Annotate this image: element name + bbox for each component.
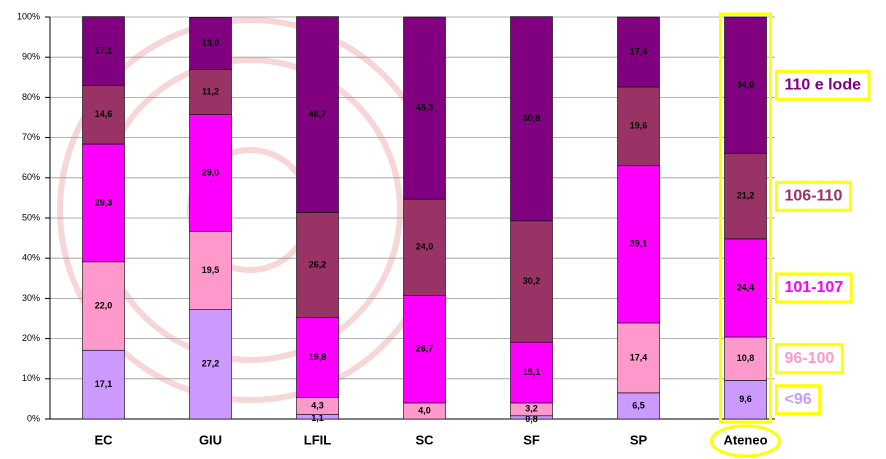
bar-segment — [510, 220, 553, 343]
bar-segment — [189, 230, 232, 310]
data-label: 19,6 — [630, 121, 648, 131]
data-label: 19,8 — [309, 352, 327, 362]
y-tick-label: 50% — [22, 212, 40, 222]
data-label: 29,0 — [202, 167, 220, 177]
bar-segment — [296, 317, 339, 398]
data-label: 3,2 — [525, 404, 538, 414]
legend-label: 106-110 — [785, 188, 843, 205]
bar-segment — [724, 336, 767, 381]
data-label: 34,0 — [737, 80, 755, 90]
y-tick-label: 20% — [22, 333, 40, 343]
bar-segment — [82, 261, 125, 351]
bar-segment — [510, 16, 553, 222]
bar-segment — [724, 16, 767, 154]
data-label: 0,8 — [525, 414, 538, 424]
data-label: 39,1 — [630, 239, 648, 249]
data-label: 21,2 — [737, 191, 755, 201]
bar-segment — [189, 114, 232, 232]
data-label: 6,5 — [632, 400, 645, 410]
data-label: 29,3 — [95, 197, 113, 207]
legend-box — [775, 69, 871, 101]
data-label: 30,2 — [523, 276, 541, 286]
data-label: 27,2 — [202, 359, 220, 369]
bar-segment — [617, 16, 660, 88]
legend-label: 110 e lode — [785, 77, 862, 94]
data-label: 10,8 — [737, 353, 755, 363]
data-label: 4,3 — [311, 400, 324, 410]
x-tick-label: LFIL — [304, 432, 331, 447]
bar-segment — [82, 16, 125, 86]
data-label: 1,1 — [311, 413, 324, 423]
bar-segment — [617, 86, 660, 167]
y-tick-label: 60% — [22, 172, 40, 182]
data-label: 14,6 — [95, 109, 113, 119]
data-label: 17,4 — [630, 46, 648, 56]
highlight-box — [719, 12, 772, 424]
data-label: 45,3 — [416, 102, 434, 112]
x-tick-label: SF — [523, 432, 540, 447]
data-label: 24,4 — [737, 282, 755, 292]
legend-box — [775, 343, 844, 375]
data-label: 4,0 — [418, 405, 431, 415]
y-tick-label: 10% — [22, 373, 40, 383]
data-label: 26,7 — [416, 344, 434, 354]
y-tick-label: 80% — [22, 92, 40, 102]
data-label: 11,2 — [202, 87, 219, 97]
bar-segment — [724, 380, 767, 420]
x-tick-label: SP — [630, 432, 648, 447]
data-label: 17,1 — [95, 45, 113, 55]
x-tick-label: EC — [94, 432, 113, 447]
bar-segment — [189, 69, 232, 115]
x-tick-label: Ateneo — [723, 432, 767, 447]
data-label: 15,1 — [523, 367, 541, 377]
y-tick-label: 90% — [22, 52, 40, 62]
data-label: 17,4 — [630, 352, 648, 362]
data-label: 9,6 — [739, 394, 752, 404]
y-tick-label: 0% — [27, 413, 40, 423]
legend-box — [775, 272, 853, 304]
y-tick-label: 70% — [22, 132, 40, 142]
bar-segment — [189, 309, 232, 420]
bar-segment — [82, 143, 125, 263]
data-label: 50,8 — [523, 113, 541, 123]
data-label: 48,7 — [309, 109, 327, 119]
bar-segment — [724, 153, 767, 240]
bar-segment — [296, 212, 339, 318]
bar-segment — [189, 17, 232, 70]
x-tick-label: SC — [415, 432, 434, 447]
bar-segment — [403, 198, 446, 296]
bar-segment — [617, 165, 660, 324]
highlight-ellipse — [710, 424, 781, 458]
bar-segment — [617, 392, 660, 420]
data-label: 13,0 — [202, 38, 220, 48]
y-tick-label: 30% — [22, 293, 40, 303]
bar-segment — [82, 349, 125, 420]
legend-box — [775, 384, 822, 416]
data-label: 24,0 — [416, 242, 434, 252]
data-label: 22,0 — [95, 300, 113, 310]
bar-segment — [296, 16, 339, 213]
y-tick-label: 100% — [17, 11, 40, 21]
bar-segment — [403, 16, 446, 200]
legend-label: 96-100 — [785, 350, 835, 367]
bar-segment — [403, 295, 446, 404]
y-tick-label: 40% — [22, 253, 40, 263]
data-label: 26,2 — [309, 259, 327, 269]
legend-label: 101-107 — [785, 279, 844, 296]
data-label: 19,5 — [202, 265, 220, 275]
legend-label: <96 — [785, 391, 812, 408]
bar-segment — [724, 238, 767, 338]
bar-segment — [510, 341, 553, 404]
legend-box — [775, 180, 852, 212]
x-tick-label: GIU — [199, 432, 222, 447]
data-label: 17,1 — [95, 379, 113, 389]
